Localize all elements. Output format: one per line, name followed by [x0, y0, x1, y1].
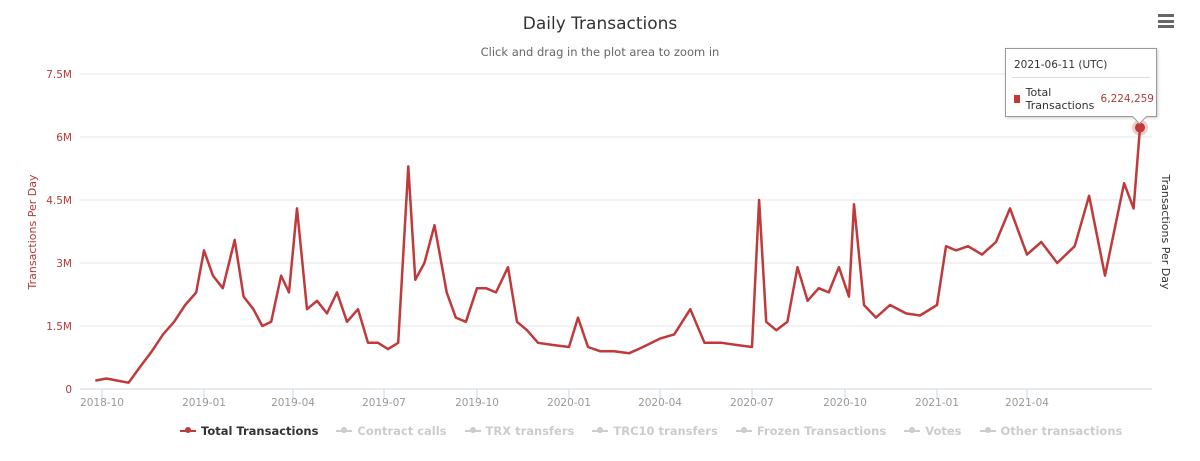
x-tick-label: 2021-04 — [1005, 397, 1049, 409]
tooltip: 2021-06-11 (UTC) Total Transactions 6,22… — [1005, 48, 1157, 117]
x-tick-label: 2020-10 — [823, 397, 867, 409]
legend-item-votes[interactable]: Votes — [904, 424, 962, 438]
x-tick-label: 2020-04 — [638, 397, 682, 409]
tooltip-series-name: Total Transactions — [1025, 86, 1095, 112]
x-tick-label: 2019-07 — [362, 397, 406, 409]
legend-marker-icon — [979, 427, 996, 433]
x-tick-label: 2019-01 — [182, 397, 226, 409]
y-axis-title: Transactions Per Day — [26, 174, 39, 290]
legend-marker-icon — [180, 427, 196, 433]
series-color-square-icon — [1014, 95, 1020, 103]
y-tick-label: 7.5M — [46, 69, 72, 81]
x-axis-ticks: 2018-10 2019-01 2019-04 2019-07 2019-10 2020-… — [80, 389, 1049, 409]
legend-marker-icon — [592, 427, 609, 433]
x-tick-label: 2019-10 — [455, 397, 499, 409]
y-axis-ticks: 0 1.5M 3M 4.5M 6M 7.5M — [46, 69, 72, 396]
legend-label: Votes — [925, 424, 962, 438]
chart-subtitle: Click and drag in the plot area to zoom … — [480, 45, 720, 59]
legend-marker-icon — [336, 427, 353, 433]
legend-label: Other transactions — [1000, 424, 1123, 438]
legend-label: TRC10 transfers — [613, 424, 718, 438]
legend-marker-icon — [904, 427, 921, 433]
y-tick-label: 4.5M — [46, 195, 72, 207]
legend-label: Frozen Transactions — [756, 424, 887, 438]
legend-item-contract-calls[interactable]: Contract calls — [336, 424, 447, 438]
tooltip-value: 6,224,259 — [1100, 93, 1154, 105]
x-tick-label: 2020-01 — [547, 397, 591, 409]
x-tick-label: 2021-01 — [915, 397, 959, 409]
legend-item-other-transactions[interactable]: Other transactions — [979, 424, 1123, 438]
chart-title: Daily Transactions — [522, 14, 678, 34]
legend-marker-icon — [735, 427, 752, 433]
series-total-transactions[interactable] — [95, 127, 1142, 384]
legend-item-trx-transfers[interactable]: TRX transfers — [464, 424, 575, 438]
tooltip-date: 2021-06-11 (UTC) — [1014, 59, 1108, 71]
legend-item-frozen-transactions[interactable]: Frozen Transactions — [735, 424, 887, 438]
x-tick-label: 2018-10 — [80, 397, 124, 409]
y-tick-label: 3M — [56, 258, 72, 270]
legend-label: TRX transfers — [485, 424, 575, 438]
y-tick-label: 6M — [56, 132, 72, 144]
legend-item-total-transactions[interactable]: Total Transactions — [180, 424, 318, 438]
y-axis-title-right: Transactions Per Day — [1159, 174, 1172, 290]
x-tick-label: 2019-04 — [271, 397, 315, 409]
legend: Total Transactions Contract calls TRX tran… — [180, 424, 1122, 438]
hamburger-menu-icon[interactable] — [1158, 14, 1174, 28]
legend-label: Total Transactions — [201, 424, 319, 438]
y-tick-label: 0 — [65, 384, 72, 396]
legend-label: Contract calls — [357, 424, 447, 438]
highlighted-point[interactable] — [1135, 122, 1145, 133]
y-tick-label: 1.5M — [46, 321, 72, 333]
legend-item-trc10-transfers[interactable]: TRC10 transfers — [592, 424, 718, 438]
gridlines — [80, 73, 1152, 327]
x-tick-label: 2020-07 — [730, 397, 774, 409]
legend-marker-icon — [464, 427, 481, 433]
